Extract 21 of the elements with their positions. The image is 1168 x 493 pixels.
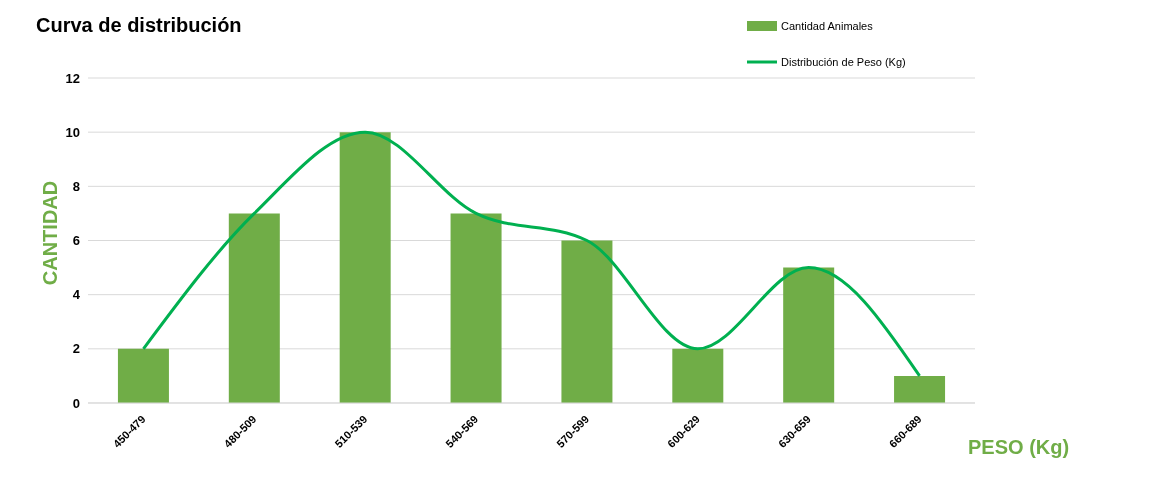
y-tick-label: 6: [72, 233, 80, 249]
y-tick-label: 4: [72, 287, 81, 303]
y-tick-label: 8: [72, 178, 80, 194]
legend-label: Cantidad Animales: [781, 20, 873, 32]
chart-title: Curva de distribución: [36, 14, 242, 37]
line-series: [141, 130, 922, 378]
bar: [339, 132, 391, 403]
y-tick-label: 0: [72, 395, 80, 411]
bar: [228, 213, 280, 403]
bar: [783, 267, 835, 403]
bar: [894, 375, 946, 403]
y-tick-label: 10: [65, 124, 80, 140]
bar: [561, 240, 613, 403]
y-tick-label: 12: [65, 70, 80, 86]
bar: [450, 213, 502, 403]
y-tick-label: 2: [72, 341, 80, 357]
y-axis-title: CANTIDAD: [38, 180, 62, 286]
bar: [117, 348, 169, 403]
bar: [672, 348, 724, 403]
x-axis-title: PESO (Kg): [968, 436, 1070, 459]
legend-label: Distribución de Peso (Kg): [781, 56, 906, 68]
